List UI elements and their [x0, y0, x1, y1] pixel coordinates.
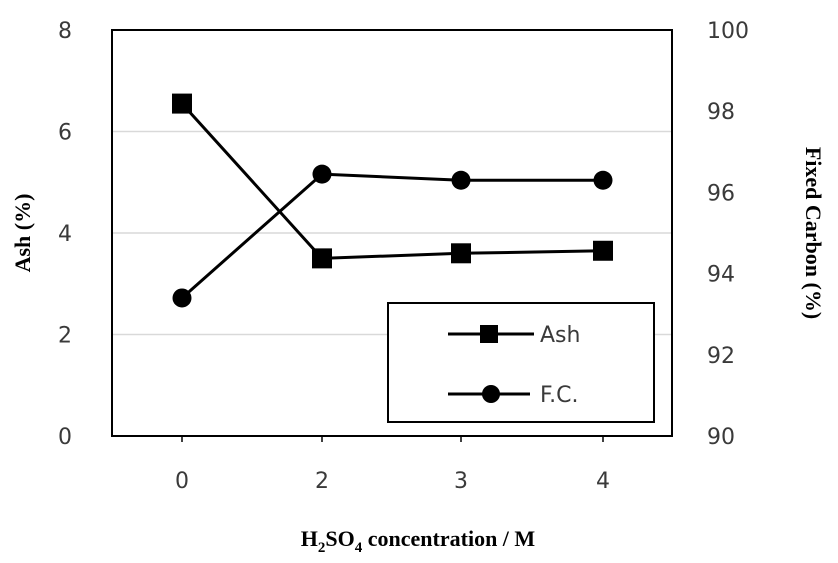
series-line-ash: [180, 102, 604, 260]
y-right-tick-label-3: 96: [707, 181, 735, 206]
point-f-c-2: [451, 170, 471, 190]
y-right-tick-label-4: 98: [707, 100, 735, 125]
x-title-so: SO: [325, 526, 354, 551]
point-ash-0: [172, 93, 192, 114]
y-right-tick-label-2: 94: [707, 263, 735, 288]
y-left-tick-label-0: 0: [58, 425, 72, 450]
y-right-tick-label-1: 92: [707, 344, 735, 369]
y-right-tick-label-5: 100: [707, 19, 749, 44]
point-ash-1: [312, 248, 332, 269]
right-y-tick-labels: 90 92 94 96 98 100: [707, 19, 749, 450]
x-tick-label-3: 4: [596, 469, 610, 494]
x-title-sub-2: 2: [318, 540, 326, 556]
point-f-c-0: [172, 288, 192, 308]
point-ash-2: [451, 243, 471, 264]
x-tick-label-2: 3: [454, 469, 468, 494]
y-left-tick-label-3: 6: [58, 121, 72, 146]
legend: Ash F.C.: [387, 302, 655, 423]
y-axis-left-title: Ash (%): [10, 194, 35, 273]
y-right-tick-label-0: 90: [707, 425, 735, 450]
left-y-tick-labels: 0 2 4 6 8: [58, 19, 72, 450]
legend-ash-label: Ash: [540, 323, 580, 348]
x-tick-label-1: 2: [315, 469, 329, 494]
plot-area-frame: [111, 29, 673, 437]
point-f-c-3: [593, 170, 613, 190]
legend-fc-marker: [482, 385, 500, 403]
x-tick-label-0: 0: [175, 469, 189, 494]
legend-fc-label: F.C.: [540, 383, 578, 408]
point-f-c-1: [312, 164, 332, 184]
x-title-sub-4: 4: [355, 540, 363, 556]
x-title-rest: concentration / M: [362, 526, 535, 551]
x-axis-title: H2SO4 concentration / M: [301, 526, 536, 556]
y-left-tick-label-4: 8: [58, 19, 72, 44]
series-line-f-c: [181, 172, 603, 300]
series-layer: [172, 93, 613, 308]
legend-box: [387, 302, 655, 423]
y-left-tick-label-1: 2: [58, 324, 72, 349]
point-ash-3: [593, 240, 613, 261]
x-tick-labels: 0 2 3 4: [175, 436, 610, 494]
y-left-tick-label-2: 4: [58, 222, 72, 247]
x-title-h: H: [301, 526, 318, 551]
legend-ash-marker: [480, 325, 498, 343]
y-axis-right-title: Fixed Carbon (%): [801, 147, 826, 319]
